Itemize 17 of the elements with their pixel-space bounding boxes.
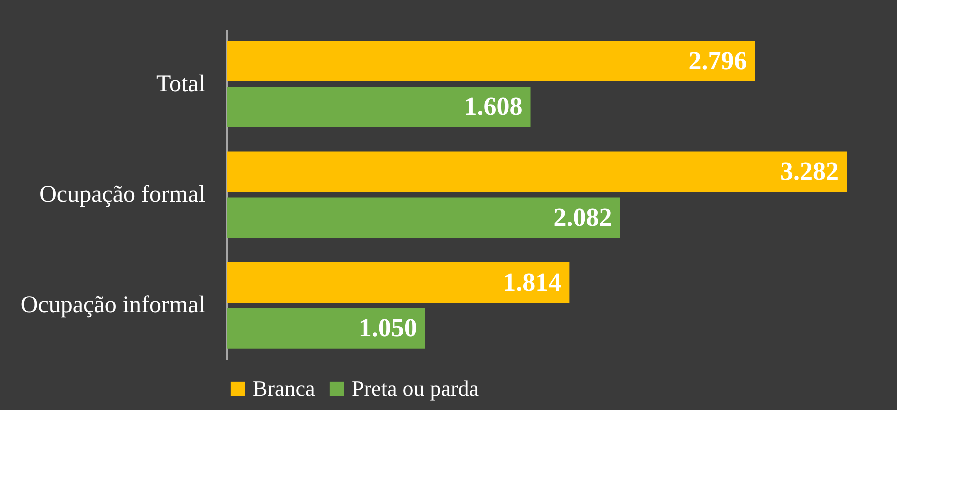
bar: [227, 152, 847, 192]
data-label: 1.050: [358, 314, 418, 343]
y-tick-label: Total: [156, 71, 206, 98]
bar: [227, 262, 570, 303]
data-label: 1.608: [464, 92, 523, 122]
data-label: 1.814: [503, 268, 562, 297]
data-label: 3.282: [780, 157, 839, 186]
y-tick-label: Ocupação formal: [40, 182, 206, 208]
bar: [227, 308, 426, 349]
y-tick-label: Ocupação informal: [20, 292, 206, 319]
legend-label: Preta ou parda: [352, 376, 480, 401]
bar: [227, 41, 756, 82]
data-label: 2.796: [688, 46, 748, 76]
bar: [227, 87, 531, 128]
bar: [227, 198, 620, 238]
data-label: 2.082: [554, 202, 612, 232]
legend-label: Branca: [253, 376, 316, 401]
